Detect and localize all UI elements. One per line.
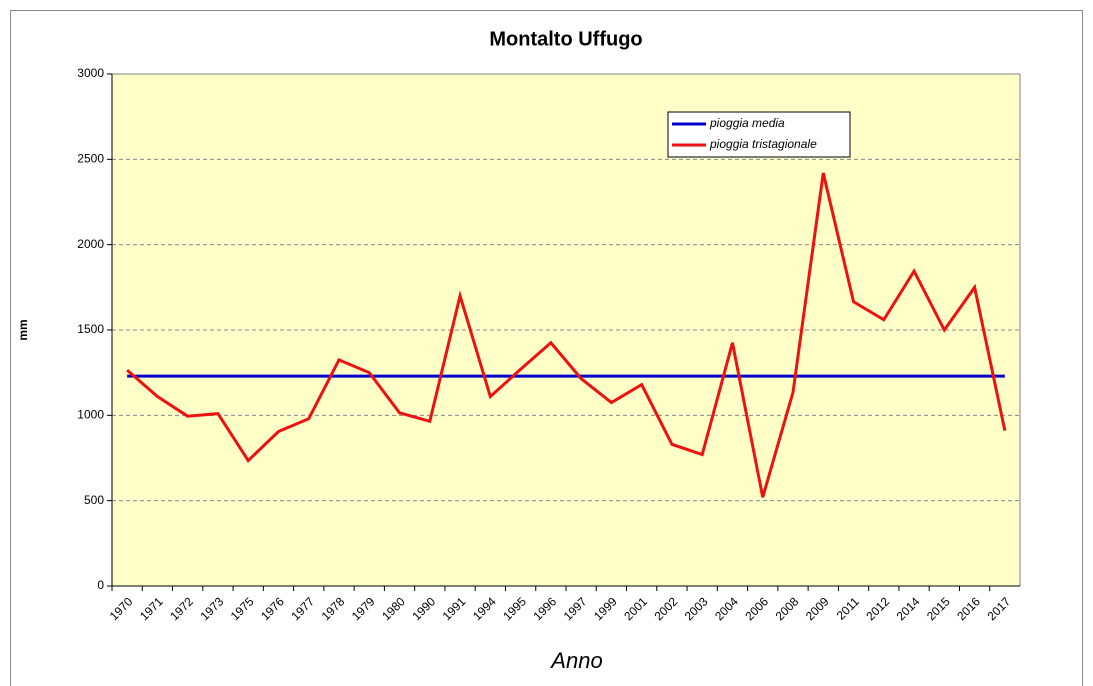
y-tick-label: 1500 [77, 322, 104, 336]
legend-box [667, 111, 851, 158]
series-line [126, 172, 1007, 498]
y-tick-label: 500 [84, 493, 104, 507]
y-tick-label: 2000 [77, 237, 104, 251]
y-tick-label: 0 [97, 578, 104, 592]
y-tick-label: 1000 [77, 408, 104, 422]
y-axis-label: mm [16, 319, 30, 340]
chart-title: Montalto Uffugo [489, 28, 642, 50]
legend-label: pioggia media [709, 116, 785, 130]
y-tick-label: 3000 [77, 66, 104, 80]
legend-label: pioggia tristagionale [709, 137, 817, 151]
x-axis-label: Anno [549, 648, 602, 673]
y-tick-label: 2500 [77, 152, 104, 166]
